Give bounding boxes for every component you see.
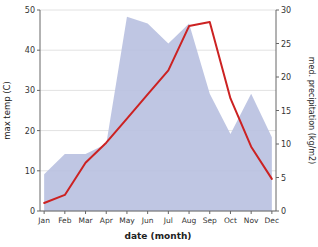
grid-line [40,10,276,11]
y2-tick-label: 5 [281,174,286,183]
y2-tick-label: 25 [281,40,291,49]
x-tick-label: Oct [224,216,237,225]
y2-tick [276,77,279,78]
y2-tick [276,10,279,11]
y-tick [37,170,40,171]
x-tick [251,211,252,214]
x-tick [168,211,169,214]
y-tick-label: 30 [25,86,35,95]
x-tick-label: Jun [141,216,154,225]
x-axis-label: date (month) [125,231,192,241]
x-tick [106,211,107,214]
x-tick-label: Nov [244,216,259,225]
y-tick-label: 0 [30,207,35,216]
y2-tick-label: 10 [281,140,291,149]
y-tick-label: 40 [25,46,35,55]
x-tick-label: Jul [163,216,173,225]
x-tick [126,211,127,214]
x-tick [147,211,148,214]
y2-tick [276,110,279,111]
axes: 0 10 20 30 40 50 0 5 10 15 20 25 30 Jan Feb Mar Apr May Ju… [25,6,291,225]
x-tick-label: Dec [265,216,280,225]
y2-tick-label: 30 [281,6,291,15]
x-tick [189,211,190,214]
y-tick-label: 10 [25,167,35,176]
x-tick-label: Jan [37,216,50,225]
x-tick [271,211,272,214]
x-tick-label: Apr [100,216,114,225]
y-axis-line [40,10,41,211]
x-axis-line [40,211,276,212]
x-tick [230,211,231,214]
y2-tick [276,211,279,212]
y2-tick [276,43,279,44]
x-tick-label: Feb [58,216,72,225]
precipitation-area [44,17,272,211]
y2-tick-label: 0 [281,207,286,216]
y2-tick [276,177,279,178]
x-tick [85,211,86,214]
y2-axis-label: med. precipitation (kg/m2) [307,57,316,164]
y2-tick-label: 15 [281,107,291,116]
x-tick-label: Mar [78,216,93,225]
y-tick-label: 20 [25,127,35,136]
plot-area [44,17,272,211]
y-tick [37,90,40,91]
temperature-line [44,22,272,203]
grid-line [40,211,276,212]
x-tick-label: Aug [182,216,197,225]
y2-tick-label: 20 [281,73,291,82]
x-tick-label: Sep [203,216,217,225]
grid [40,10,276,211]
y-tick [37,211,40,212]
y-tick-label: 50 [25,6,35,15]
x-tick [64,211,65,214]
x-tick-label: May [119,216,135,225]
y-tick [37,130,40,131]
x-tick [209,211,210,214]
y-tick [37,50,40,51]
chart: 0 10 20 30 40 50 0 5 10 15 20 25 30 Jan Feb Mar Apr May Ju… [0,0,318,247]
x-tick [44,211,45,214]
y-axis-label: max temp (C) [2,81,12,140]
y2-tick [276,144,279,145]
y-tick [37,10,40,11]
